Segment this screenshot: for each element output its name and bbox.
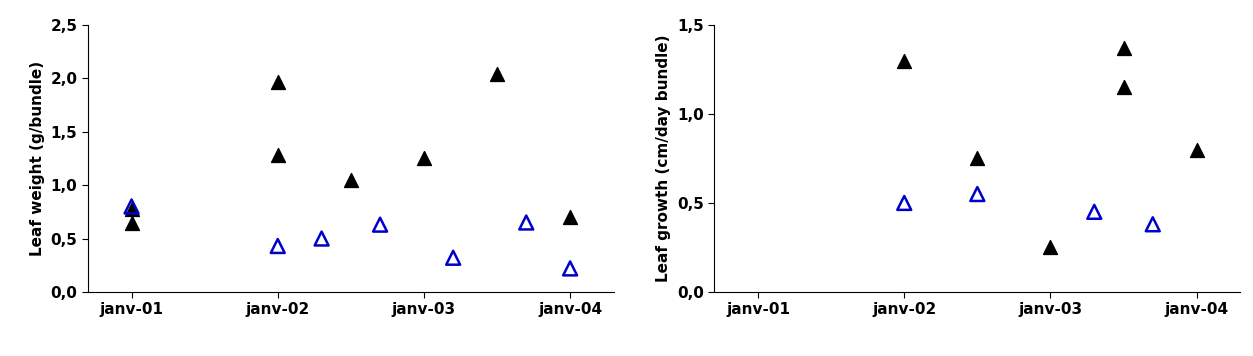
Point	[413, 156, 434, 161]
Point	[268, 152, 288, 158]
Point	[967, 191, 987, 197]
Point	[444, 255, 464, 261]
Point	[895, 58, 915, 63]
Y-axis label: Leaf weight (g/bundle): Leaf weight (g/bundle)	[30, 61, 45, 256]
Point	[1143, 221, 1163, 227]
Point	[967, 156, 987, 161]
Point	[1114, 84, 1134, 90]
Point	[370, 222, 390, 227]
Point	[1187, 147, 1207, 152]
Point	[1084, 209, 1104, 215]
Point	[516, 220, 536, 225]
Point	[122, 204, 142, 209]
Point	[560, 266, 580, 271]
Point	[122, 220, 142, 225]
Point	[1114, 45, 1134, 51]
Point	[341, 177, 361, 183]
Point	[560, 214, 580, 220]
Point	[268, 79, 288, 84]
Point	[895, 200, 915, 206]
Y-axis label: Leaf growth (cm/day bundle): Leaf growth (cm/day bundle)	[657, 35, 672, 282]
Point	[122, 206, 142, 211]
Point	[1040, 245, 1060, 250]
Point	[487, 71, 507, 77]
Point	[268, 243, 288, 249]
Point	[312, 236, 332, 241]
